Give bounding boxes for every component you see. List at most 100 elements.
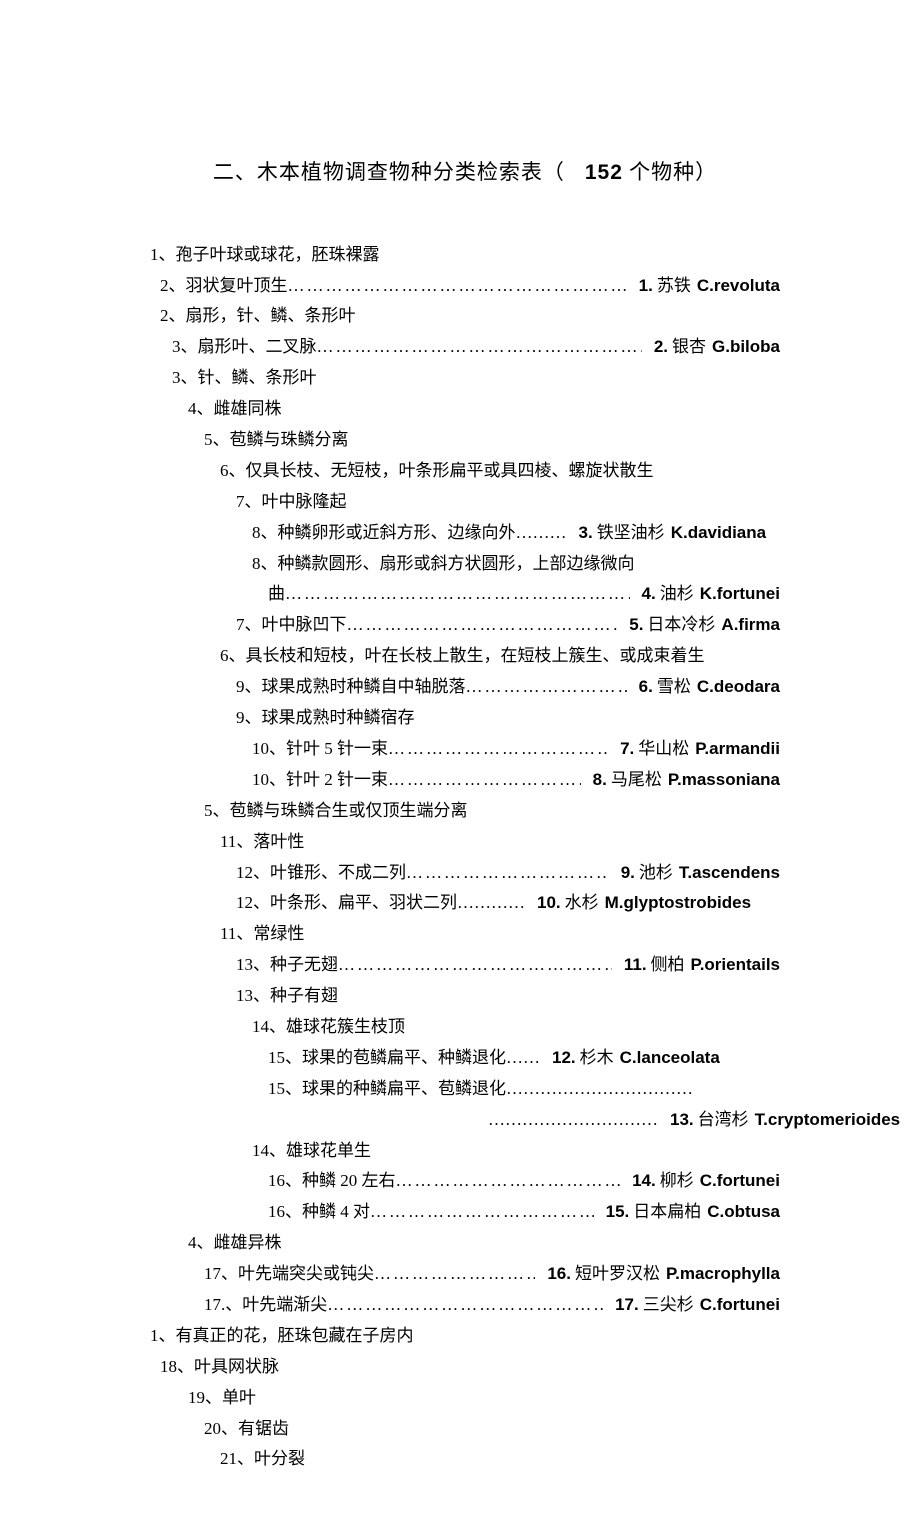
key-line: 3、扇形叶、二叉脉…………………………………………………………………………………… — [150, 333, 780, 362]
key-line: 6、仅具长枝、无短枝，叶条形扁平或具四棱、螺旋状散生 — [150, 457, 780, 486]
key-description: 15、球果的苞鳞扁平、种鳞退化 — [268, 1044, 506, 1073]
key-line: 14、雄球花簇生枝顶 — [150, 1013, 780, 1042]
leader-dots: …………………………………………………………………………………………………………… — [317, 333, 642, 362]
key-description: 曲 — [268, 580, 285, 609]
title-suffix: 个物种） — [623, 160, 717, 184]
key-description: 7、叶中脉凹下 — [236, 611, 347, 640]
key-description: 11、落叶性 — [220, 828, 304, 857]
key-result: 13.台湾杉T.cryptomerioides — [658, 1106, 900, 1135]
key-result: 17.三尖杉C.fortunei — [603, 1291, 780, 1320]
key-description: 16、种鳞 20 左右 — [268, 1167, 396, 1196]
species-number: 2. — [654, 337, 668, 356]
key-line: 21、叶分裂 — [150, 1445, 780, 1474]
key-description: 14、雄球花单生 — [252, 1137, 371, 1166]
species-chinese-name: 水杉 — [565, 893, 599, 912]
key-description: 17.、叶先端渐尖 — [204, 1291, 327, 1320]
species-chinese-name: 日本冷杉 — [647, 615, 715, 634]
key-description: 8、种鳞卵形或近斜方形、边缘向外 — [252, 519, 516, 548]
key-line: 7、叶中脉凹下………………………………………………………………………………………… — [150, 611, 780, 640]
species-latin-name: G.biloba — [712, 337, 780, 356]
species-chinese-name: 铁坚油杉 — [597, 523, 665, 542]
key-line: 16、种鳞 4 对…………………………………………………………………………………… — [150, 1198, 780, 1227]
leader-dots: …………………………………………………………………………………………………………… — [388, 735, 608, 764]
key-description: 2、扇形，针、鳞、条形叶 — [160, 302, 356, 331]
key-description: 6、具长枝和短枝，叶在长枝上散生，在短枝上簇生、或成束着生 — [220, 642, 705, 671]
species-latin-name: T.ascendens — [679, 863, 780, 882]
key-description: 12、叶锥形、不成二列 — [236, 859, 406, 888]
key-result: 10.水杉M.glyptostrobides — [525, 889, 751, 918]
leader-dots: …………………………………………………………………………………………………………… — [338, 951, 612, 980]
key-line: 16、种鳞 20 左右……………………………………………………………………………… — [150, 1167, 780, 1196]
key-line: 4、雌雄同株 — [150, 395, 780, 424]
leader-dots: …………………………………………………………………………………………………………… — [370, 1198, 594, 1227]
leader-dots: …………………………………………………………………………………………………………… — [406, 859, 609, 888]
key-line: 1、有真正的花，胚珠包藏在子房内 — [150, 1322, 780, 1351]
key-result: 4.油杉K.fortunei — [630, 580, 780, 609]
key-line: 4、雌雄异株 — [150, 1229, 780, 1258]
species-number: 13. — [670, 1110, 694, 1129]
species-number: 14. — [632, 1171, 656, 1190]
key-line: 7、叶中脉隆起 — [150, 488, 780, 517]
species-latin-name: C.fortunei — [700, 1295, 780, 1314]
dichotomous-key-list: 1、孢子叶球或球花，胚珠裸露2、羽状复叶顶生………………………………………………… — [150, 241, 780, 1475]
species-chinese-name: 柳杉 — [660, 1171, 694, 1190]
key-description: 4、雌雄异株 — [188, 1229, 282, 1258]
key-description: 14、雄球花簇生枝顶 — [252, 1013, 405, 1042]
key-description: 9、球果成熟时种鳞自中轴脱落 — [236, 673, 466, 702]
species-latin-name: P.armandii — [695, 739, 780, 758]
trailing-dots: …………………………… — [506, 1075, 693, 1104]
title-count: 152 — [585, 161, 623, 184]
species-number: 12. — [552, 1048, 576, 1067]
document-page: 二、木本植物调查物种分类检索表（152 个物种） 1、孢子叶球或球花，胚珠裸露2… — [0, 0, 920, 1536]
key-line: 17、叶先端突尖或钝尖……………………………………………………………………………… — [150, 1260, 780, 1289]
key-description: 9、球果成熟时种鳞宿存 — [236, 704, 415, 733]
species-latin-name: A.firma — [721, 615, 780, 634]
key-line: 9、球果成熟时种鳞宿存 — [150, 704, 780, 733]
key-line: 15、球果的种鳞扁平、苞鳞退化…………………………… — [150, 1075, 780, 1104]
species-latin-name: T.cryptomerioides — [755, 1110, 901, 1129]
title-prefix: 二、木本植物调查物种分类检索表（ — [213, 160, 565, 184]
page-title: 二、木本植物调查物种分类检索表（ 152 个物种） — [150, 155, 780, 191]
key-description: 18、叶具网状脉 — [160, 1353, 279, 1382]
species-chinese-name: 池杉 — [639, 863, 673, 882]
species-number: 15. — [606, 1202, 630, 1221]
species-number: 3. — [579, 523, 593, 542]
species-chinese-name: 银杏 — [672, 337, 706, 356]
key-description: 1、孢子叶球或球花，胚珠裸露 — [150, 241, 380, 270]
key-line: 2、扇形，针、鳞、条形叶 — [150, 302, 780, 331]
species-number: 1. — [639, 276, 653, 295]
species-number: 7. — [620, 739, 634, 758]
species-latin-name: M.glyptostrobides — [605, 893, 751, 912]
key-line: 19、单叶 — [150, 1384, 780, 1413]
key-result: 9.池杉T.ascendens — [609, 859, 780, 888]
species-chinese-name: 短叶罗汉松 — [575, 1264, 660, 1283]
key-line: 10、针叶 2 针一束……………………………………………………………………………… — [150, 766, 780, 795]
species-chinese-name: 雪松 — [657, 677, 691, 696]
key-description: 10、针叶 5 针一束 — [252, 735, 388, 764]
key-line: 11、常绿性 — [150, 920, 780, 949]
continuation-dots: ………………………… — [268, 1106, 658, 1135]
key-description: 19、单叶 — [188, 1384, 256, 1413]
leader-dots: …………………………………………………………………………………………………………… — [327, 1291, 603, 1320]
key-line: 2、羽状复叶顶生……………………………………………………………………………………… — [150, 272, 780, 301]
species-chinese-name: 油杉 — [660, 584, 694, 603]
species-chinese-name: 苏铁 — [657, 276, 691, 295]
key-line: 9、球果成熟时种鳞自中轴脱落……………………………………………………………………… — [150, 673, 780, 702]
key-line: 13、种子有翅 — [150, 982, 780, 1011]
key-description: 1、有真正的花，胚珠包藏在子房内 — [150, 1322, 414, 1351]
key-line: 12、叶锥形、不成二列……………………………………………………………………………… — [150, 859, 780, 888]
leader-dots: …………………………………………………………………………………………………………… — [388, 766, 581, 795]
key-result: 1.苏铁 C.revoluta — [627, 272, 780, 301]
key-result: 6.雪松C.deodara — [627, 673, 780, 702]
key-description: 10、针叶 2 针一束 — [252, 766, 388, 795]
key-line: 13、种子无翅………………………………………………………………………………………… — [150, 951, 780, 980]
key-line: 17.、叶先端渐尖…………………………………………………………………………………… — [150, 1291, 780, 1320]
key-line: 15、球果的苞鳞扁平、种鳞退化……12.杉木C.lanceolata — [150, 1044, 780, 1073]
species-latin-name: C.revoluta — [697, 276, 780, 295]
species-chinese-name: 日本扁柏 — [633, 1202, 701, 1221]
key-line: 11、落叶性 — [150, 828, 780, 857]
species-latin-name: C.fortunei — [700, 1171, 780, 1190]
dots-inline: ………… — [457, 889, 525, 918]
leader-dots: …………………………………………………………………………………………………………… — [288, 272, 627, 301]
species-number: 6. — [639, 677, 653, 696]
